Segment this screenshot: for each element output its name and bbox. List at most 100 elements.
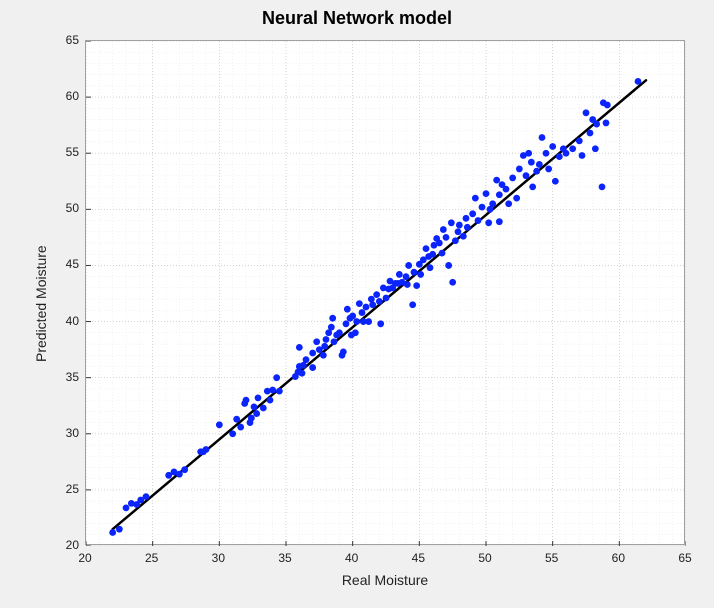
data-point (516, 166, 523, 173)
data-point (233, 416, 240, 423)
data-point (365, 318, 372, 325)
x-tick-label: 60 (612, 551, 625, 565)
data-point (576, 137, 583, 144)
data-point (496, 218, 503, 225)
data-point (449, 279, 456, 286)
axes-box (85, 40, 685, 545)
data-point (603, 120, 610, 127)
data-point (116, 526, 123, 533)
y-tick-label: 20 (55, 538, 79, 552)
data-point (352, 329, 359, 336)
data-point (440, 226, 447, 233)
data-point (525, 150, 532, 157)
data-point (313, 338, 320, 345)
data-point (344, 306, 351, 313)
data-point (181, 466, 188, 473)
data-point (460, 233, 467, 240)
data-point (472, 195, 479, 202)
data-point (413, 282, 420, 289)
x-axis-label: Real Moisture (85, 572, 685, 588)
data-point (404, 281, 411, 288)
data-point (343, 320, 350, 327)
data-point (604, 102, 611, 109)
data-point (503, 186, 510, 193)
data-point (353, 318, 360, 325)
x-tick-label: 35 (278, 551, 291, 565)
chart-figure: Neural Network model Predicted Moisture … (0, 0, 714, 608)
data-point (436, 240, 443, 247)
y-tick-label: 65 (55, 33, 79, 47)
x-tick-label: 40 (345, 551, 358, 565)
data-point (409, 301, 416, 308)
data-point (403, 273, 410, 280)
data-point (475, 217, 482, 224)
y-tick-label: 25 (55, 482, 79, 496)
data-point (583, 109, 590, 116)
data-point (411, 269, 418, 276)
data-point (469, 210, 476, 217)
data-point (143, 493, 150, 500)
data-point (383, 295, 390, 302)
data-point (296, 344, 303, 351)
plot-svg (86, 41, 686, 546)
data-point (253, 410, 260, 417)
data-point (479, 204, 486, 211)
data-point (533, 168, 540, 175)
data-point (429, 251, 436, 258)
data-point (363, 304, 370, 311)
data-point (635, 78, 642, 85)
data-point (109, 529, 116, 536)
data-point (556, 153, 563, 160)
data-point (309, 350, 316, 357)
chart-title: Neural Network model (0, 8, 714, 29)
data-point (509, 175, 516, 182)
y-axis-label: Predicted Moisture (33, 245, 49, 362)
x-tick-label: 45 (412, 551, 425, 565)
data-point (269, 387, 276, 394)
data-point (489, 200, 496, 207)
data-point (529, 183, 536, 190)
data-point (427, 264, 434, 271)
data-point (237, 424, 244, 431)
data-point (539, 134, 546, 141)
data-point (356, 300, 363, 307)
data-point (439, 250, 446, 257)
data-point (443, 234, 450, 241)
data-point (423, 245, 430, 252)
data-point (359, 309, 366, 316)
data-point (464, 224, 471, 231)
x-tick-label: 25 (145, 551, 158, 565)
data-point (593, 121, 600, 128)
data-point (229, 430, 236, 437)
data-point (340, 348, 347, 355)
data-point (336, 329, 343, 336)
data-point (545, 166, 552, 173)
data-point (331, 338, 338, 345)
data-point (320, 352, 327, 359)
data-point (523, 172, 530, 179)
data-point (493, 177, 500, 184)
data-point (448, 219, 455, 226)
data-point (485, 219, 492, 226)
y-tick-label: 55 (55, 145, 79, 159)
y-tick-label: 40 (55, 314, 79, 328)
data-point (303, 356, 310, 363)
x-tick-label: 20 (78, 551, 91, 565)
data-point (203, 446, 210, 453)
data-point (376, 298, 383, 305)
y-tick-label: 35 (55, 370, 79, 384)
data-point (452, 237, 459, 244)
data-point (299, 370, 306, 377)
data-point (267, 397, 274, 404)
x-tick-label: 65 (678, 551, 691, 565)
x-tick-label: 55 (545, 551, 558, 565)
data-point (592, 145, 599, 152)
data-point (248, 415, 255, 422)
data-point (243, 397, 250, 404)
data-point (377, 320, 384, 327)
data-point (455, 228, 462, 235)
data-point (599, 183, 606, 190)
data-point (552, 178, 559, 185)
data-point (216, 421, 223, 428)
data-point (536, 161, 543, 168)
